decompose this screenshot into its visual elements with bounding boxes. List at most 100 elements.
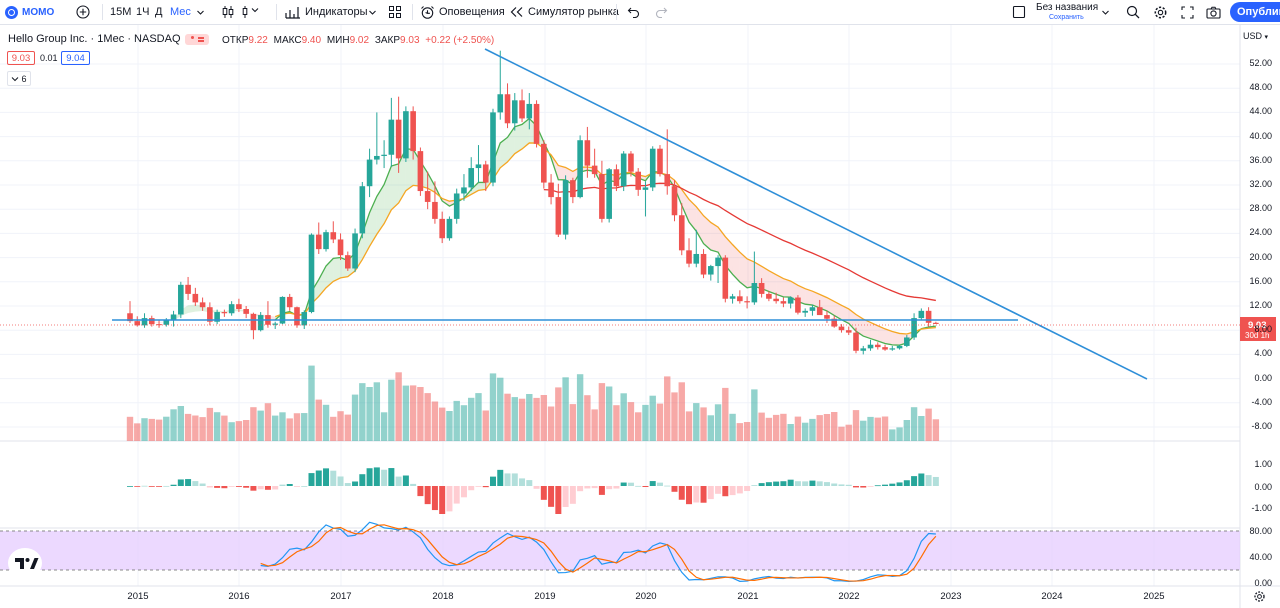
bid-price-box[interactable]: 9.03 bbox=[7, 51, 35, 65]
macd-bar bbox=[773, 481, 780, 486]
macd-bar bbox=[170, 484, 177, 486]
candle-body bbox=[511, 100, 518, 124]
layout-save-status: Сохранить bbox=[1049, 13, 1084, 21]
interval-day[interactable]: Д bbox=[155, 2, 162, 22]
candle-body bbox=[686, 250, 692, 264]
axis-settings-gear-icon[interactable] bbox=[1253, 590, 1266, 608]
macd-axis-tick: 1.00 bbox=[1254, 459, 1272, 469]
macd-bar bbox=[693, 486, 700, 503]
candle-body bbox=[613, 169, 620, 187]
undo-icon[interactable] bbox=[627, 2, 641, 22]
candle-body bbox=[838, 326, 845, 331]
macd-bar bbox=[206, 486, 213, 488]
intervals-dropdown-chevron-icon[interactable] bbox=[196, 2, 205, 22]
candles-chart-type-icon[interactable] bbox=[221, 2, 235, 22]
replay-label: Симулятор рынка bbox=[528, 6, 619, 18]
candle-body bbox=[845, 330, 852, 333]
compare-add-icon[interactable] bbox=[76, 2, 90, 22]
macd-bar bbox=[257, 486, 264, 490]
indicators-dropdown-chevron-icon[interactable] bbox=[368, 2, 377, 22]
trend-line-down[interactable] bbox=[484, 48, 1148, 380]
price-axis-tick: 20.00 bbox=[1249, 251, 1272, 262]
candle-body bbox=[802, 310, 808, 313]
macd-bar bbox=[453, 486, 460, 504]
candle-body bbox=[526, 103, 533, 119]
ema-cloud-segment bbox=[826, 297, 835, 316]
search-icon[interactable] bbox=[1126, 2, 1140, 22]
candle-body bbox=[918, 310, 925, 319]
layout-square-icon[interactable] bbox=[1012, 2, 1026, 22]
macd-bar bbox=[301, 485, 308, 487]
candle-body bbox=[533, 103, 540, 144]
redo-icon[interactable] bbox=[654, 2, 668, 22]
time-axis-label: 2023 bbox=[940, 591, 962, 602]
volume-bar bbox=[736, 423, 744, 441]
volume-bar bbox=[700, 407, 707, 441]
volume-bar bbox=[707, 415, 714, 441]
volume-bar bbox=[511, 397, 518, 441]
alerts-button[interactable]: Оповещения bbox=[420, 2, 505, 22]
volume-bar bbox=[831, 412, 838, 441]
macd-bar bbox=[293, 486, 300, 487]
chart-type-dropdown-icon[interactable] bbox=[241, 2, 261, 22]
macd-bar bbox=[446, 486, 453, 512]
candle-body bbox=[584, 140, 591, 166]
volume-bar bbox=[141, 418, 148, 441]
volume-bar bbox=[446, 411, 453, 441]
time-axis-label: 2025 bbox=[1143, 591, 1165, 602]
macd-bar bbox=[286, 483, 293, 486]
macd-bar bbox=[402, 475, 409, 486]
replay-button[interactable]: Симулятор рынка bbox=[510, 2, 619, 22]
symbol-search-button[interactable]: MOMO bbox=[5, 2, 54, 22]
volume-bar bbox=[264, 403, 272, 441]
candle-body bbox=[178, 284, 184, 315]
candle-body bbox=[635, 171, 641, 190]
volume-bar bbox=[547, 406, 555, 441]
ema-cloud-segment bbox=[500, 137, 508, 168]
macd-bar bbox=[635, 485, 642, 487]
candle-body bbox=[925, 310, 932, 323]
layout-dropdown-chevron-icon[interactable] bbox=[1101, 2, 1110, 22]
ema-cloud-segment bbox=[877, 325, 886, 344]
candle-body bbox=[657, 148, 663, 175]
layout-name-button[interactable]: Без названия Сохранить bbox=[1036, 1, 1098, 23]
ema-cloud-segment bbox=[747, 258, 755, 288]
ema-cloud-segment bbox=[522, 118, 530, 149]
grid-lines bbox=[0, 25, 1240, 586]
macd-bar bbox=[758, 483, 765, 486]
macd-bar bbox=[337, 476, 344, 486]
volume-bar bbox=[344, 414, 351, 441]
candle-body bbox=[591, 165, 598, 175]
macd-bar bbox=[918, 473, 925, 486]
macd-bar bbox=[845, 484, 852, 486]
interval-1h[interactable]: 1Ч bbox=[136, 2, 149, 22]
indicators-button[interactable]: Индикаторы bbox=[285, 2, 368, 22]
macd-bar bbox=[264, 486, 271, 490]
volume-bar bbox=[605, 386, 613, 441]
time-axis-label: 2018 bbox=[432, 591, 454, 602]
camera-icon[interactable] bbox=[1206, 2, 1221, 22]
tradingview-logo[interactable] bbox=[8, 548, 42, 578]
macd-bar bbox=[562, 486, 569, 507]
spread-value: 0.01 bbox=[40, 53, 58, 63]
volume-bar bbox=[714, 404, 722, 441]
candle-body bbox=[374, 155, 380, 160]
gear-icon[interactable] bbox=[1153, 2, 1168, 22]
ema-cloud-segment bbox=[689, 199, 697, 232]
indicators-toggle-button[interactable]: 6 bbox=[7, 71, 31, 86]
macd-bar bbox=[932, 476, 939, 486]
volume-bar bbox=[308, 365, 315, 441]
chevron-down-icon: ▾ bbox=[1264, 34, 1268, 41]
publish-button[interactable]: Опубликовать bbox=[1230, 2, 1280, 22]
ask-price-box[interactable]: 9.04 bbox=[61, 51, 90, 65]
macd-bar bbox=[540, 486, 547, 500]
interval-month[interactable]: Мес bbox=[170, 2, 191, 22]
indicators-label: Индикаторы bbox=[305, 6, 368, 18]
currency-selector[interactable]: USD ▾ bbox=[1243, 31, 1268, 41]
templates-grid-icon[interactable] bbox=[388, 2, 402, 22]
fullscreen-icon[interactable] bbox=[1181, 2, 1194, 22]
ema-cloud-segment bbox=[718, 227, 726, 266]
interval-15m[interactable]: 15M bbox=[110, 2, 131, 22]
macd-bar bbox=[729, 486, 736, 496]
